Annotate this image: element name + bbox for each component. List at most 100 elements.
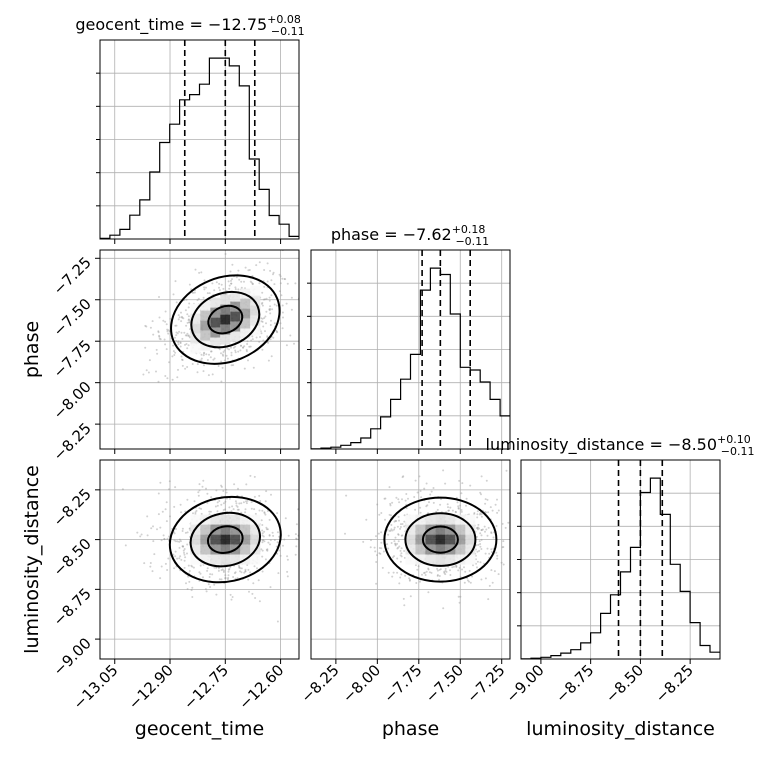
- scatter-point: [184, 309, 187, 312]
- scatter-point: [258, 494, 261, 497]
- scatter-point: [278, 290, 281, 293]
- scatter-point: [158, 337, 161, 340]
- scatter-point: [262, 539, 265, 541]
- scatter-point: [196, 363, 199, 366]
- scatter-point: [227, 570, 230, 573]
- scatter-point: [181, 530, 184, 532]
- scatter-point: [425, 482, 428, 485]
- scatter-point: [182, 317, 185, 320]
- scatter-point: [404, 574, 407, 577]
- scatter-point: [505, 469, 508, 472]
- scatter-point: [289, 334, 292, 337]
- scatter-point: [465, 504, 467, 507]
- scatter-point: [152, 525, 154, 528]
- scatter-point: [160, 565, 163, 568]
- scatter-point: [485, 528, 488, 531]
- scatter-point: [261, 317, 264, 320]
- scatter-point: [268, 296, 271, 299]
- scatter-point: [373, 546, 376, 549]
- scatter-point: [222, 354, 225, 357]
- scatter-point: [179, 540, 182, 543]
- density-pixel: [210, 554, 221, 565]
- histogram-steps: [521, 477, 720, 659]
- x-axis-label-luminosity_distance: luminosity_distance: [526, 718, 715, 740]
- title-main: geocent_time = −12.75: [75, 15, 267, 35]
- scatter-point: [250, 281, 253, 284]
- scatter-point: [181, 359, 184, 361]
- scatter-point: [281, 304, 284, 307]
- scatter-point: [147, 371, 150, 374]
- scatter-point: [248, 269, 251, 271]
- scatter-point: [240, 571, 243, 574]
- contours: [170, 274, 281, 365]
- scatter-point: [490, 569, 493, 572]
- scatter-point: [458, 566, 461, 569]
- scatter-point: [266, 510, 269, 512]
- density-pixel: [220, 514, 231, 525]
- scatter-point: [268, 309, 271, 312]
- scatter-point: [220, 360, 223, 363]
- scatter-point: [427, 591, 430, 594]
- panel-geocent_time-geocent_time: [96, 39, 300, 244]
- scatter-point: [248, 345, 251, 348]
- scatter-point: [225, 497, 228, 500]
- scatter-point: [245, 500, 247, 503]
- scatter-point: [180, 558, 183, 561]
- scatter-point: [480, 538, 483, 541]
- scatter-point: [396, 525, 399, 528]
- density-pixel: [240, 524, 251, 535]
- scatter-point: [380, 531, 383, 534]
- scatter-point: [460, 492, 463, 495]
- histogram-y-ticks: [307, 282, 311, 417]
- scatter-point: [273, 283, 276, 286]
- scatter-point: [273, 322, 276, 325]
- scatter-point: [208, 292, 211, 295]
- scatter-point: [465, 497, 468, 500]
- density-pixel: [250, 514, 261, 525]
- scatter-point: [444, 567, 447, 570]
- scatter-point: [402, 597, 405, 600]
- title-main: luminosity_distance = −8.50: [486, 435, 717, 455]
- density-pixel: [230, 534, 241, 545]
- scatter-point: [428, 501, 430, 504]
- scatter-point: [398, 501, 401, 504]
- scatter-point: [497, 573, 500, 576]
- scatter-point: [235, 504, 238, 507]
- density-pixel: [415, 524, 426, 535]
- scatter-point: [255, 336, 258, 339]
- scatter-point: [492, 536, 495, 539]
- scatter-point: [213, 289, 216, 292]
- scatter-point: [244, 570, 247, 573]
- scatter-point: [458, 479, 461, 482]
- scatter-point: [453, 565, 455, 568]
- scatter-point: [400, 552, 403, 555]
- scatter-point: [270, 279, 273, 282]
- scatter-point: [270, 355, 273, 358]
- scatter-point: [263, 285, 266, 288]
- scatter-point: [264, 500, 267, 503]
- scatter-point: [174, 550, 177, 553]
- scatter-point: [423, 487, 426, 490]
- scatter-point: [177, 314, 180, 317]
- scatter-point: [491, 509, 494, 512]
- scatter-point: [199, 564, 202, 567]
- scatter-point: [391, 529, 394, 532]
- scatter-point: [287, 534, 290, 537]
- scatter-point: [259, 500, 262, 502]
- scatter-point: [375, 561, 378, 563]
- density-pixel: [425, 534, 436, 545]
- scatter-point: [272, 271, 275, 274]
- scatter-point: [168, 488, 171, 491]
- scatter-point: [270, 319, 272, 322]
- scatter-point: [390, 542, 393, 544]
- scatter-point: [231, 596, 234, 598]
- scatter-point: [208, 510, 211, 513]
- scatter-point: [210, 496, 213, 499]
- scatter-point: [162, 319, 165, 322]
- scatter-point: [200, 271, 203, 274]
- scatter-point: [281, 311, 284, 314]
- scatter-point: [261, 301, 264, 304]
- scatter-point: [196, 299, 199, 302]
- panel-phase-phase: [307, 249, 511, 454]
- scatter-point: [397, 498, 400, 501]
